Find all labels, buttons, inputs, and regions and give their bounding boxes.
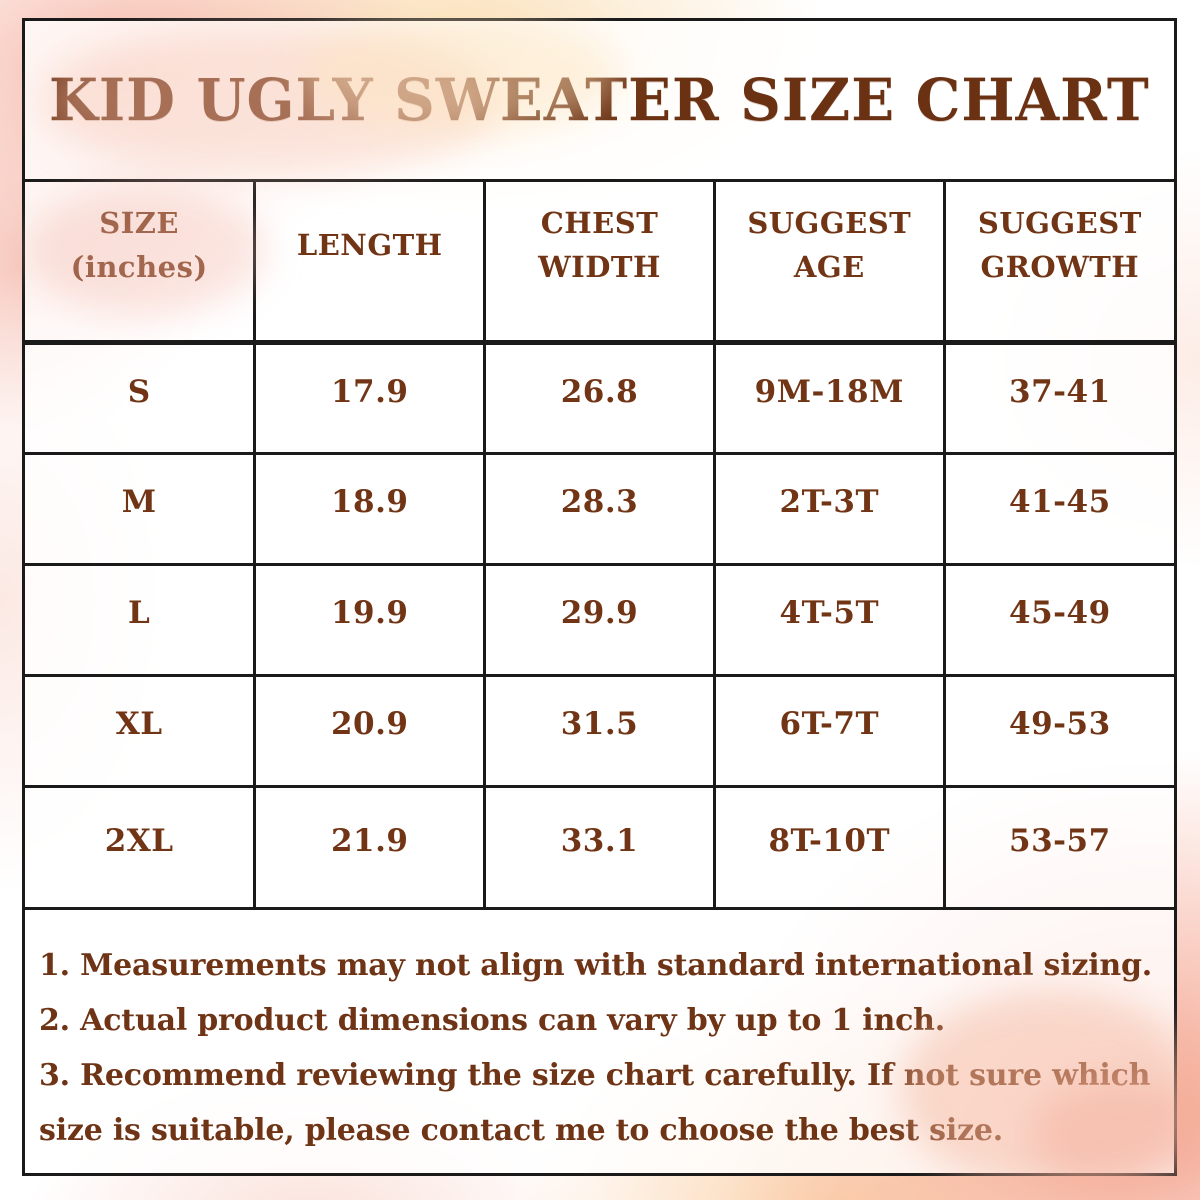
cell-size: XL: [23, 673, 257, 788]
table-row-2xl: 2XL 21.9 33.1 8T-10T 53-57: [23, 784, 1176, 909]
table-row-s: S 17.9 26.8 9M-18M 37-41: [23, 340, 1176, 455]
cell-length: 17.9: [253, 340, 487, 455]
chart-title: KID UGLY SWEATER SIZE CHART: [49, 66, 1150, 134]
note-line-1: 1. Measurements may not align with stand…: [39, 948, 1153, 983]
table-row-xl: XL 20.9 31.5 6T-7T 49-53: [23, 673, 1176, 788]
cell-chest-width: 29.9: [483, 562, 716, 677]
column-header-suggest-growth: SUGGEST GROWTH: [942, 180, 1176, 345]
cell-size: M: [23, 451, 257, 566]
cell-suggest-age: 6T-7T: [712, 673, 946, 788]
size-table-body: S 17.9 26.8 9M-18M 37-41 M 18.9 28.3 2T-…: [23, 340, 1176, 909]
cell-suggest-growth: 45-49: [942, 562, 1176, 677]
cell-chest-width: 28.3: [483, 451, 716, 566]
cell-suggest-age: 9M-18M: [712, 340, 946, 455]
size-chart-card: KID UGLY SWEATER SIZE CHART SIZE (inches…: [22, 18, 1177, 1176]
notes-section: 1. Measurements may not align with stand…: [25, 907, 1174, 1173]
column-header-size: SIZE (inches): [23, 180, 257, 345]
header-row: SIZE (inches) LENGTH CHEST WIDTH SUGGEST…: [23, 180, 1176, 345]
size-table: SIZE (inches) LENGTH CHEST WIDTH SUGGEST…: [23, 180, 1176, 909]
table-row-m: M 18.9 28.3 2T-3T 41-45: [23, 451, 1176, 566]
note-line-3: 3. Recommend reviewing the size chart ca…: [39, 1058, 1151, 1148]
cell-chest-width: 33.1: [483, 784, 716, 909]
column-header-suggest-age: SUGGEST AGE: [712, 180, 946, 345]
column-header-chest-width: CHEST WIDTH: [483, 180, 716, 345]
column-header-length: LENGTH: [253, 180, 487, 345]
cell-size: S: [23, 340, 257, 455]
cell-suggest-growth: 37-41: [942, 340, 1176, 455]
chart-title-band: KID UGLY SWEATER SIZE CHART: [25, 21, 1174, 182]
cell-chest-width: 26.8: [483, 340, 716, 455]
table-row-l: L 19.9 29.9 4T-5T 45-49: [23, 562, 1176, 677]
cell-length: 21.9: [253, 784, 487, 909]
cell-chest-width: 31.5: [483, 673, 716, 788]
cell-suggest-growth: 41-45: [942, 451, 1176, 566]
cell-length: 19.9: [253, 562, 487, 677]
cell-length: 18.9: [253, 451, 487, 566]
note-line-2: 2. Actual product dimensions can vary by…: [39, 1003, 946, 1038]
cell-suggest-age: 4T-5T: [712, 562, 946, 677]
size-table-head: SIZE (inches) LENGTH CHEST WIDTH SUGGEST…: [23, 180, 1176, 345]
cell-suggest-growth: 49-53: [942, 673, 1176, 788]
cell-suggest-growth: 53-57: [942, 784, 1176, 909]
cell-size: L: [23, 562, 257, 677]
cell-length: 20.9: [253, 673, 487, 788]
cell-suggest-age: 8T-10T: [712, 784, 946, 909]
cell-size: 2XL: [23, 784, 257, 909]
cell-suggest-age: 2T-3T: [712, 451, 946, 566]
